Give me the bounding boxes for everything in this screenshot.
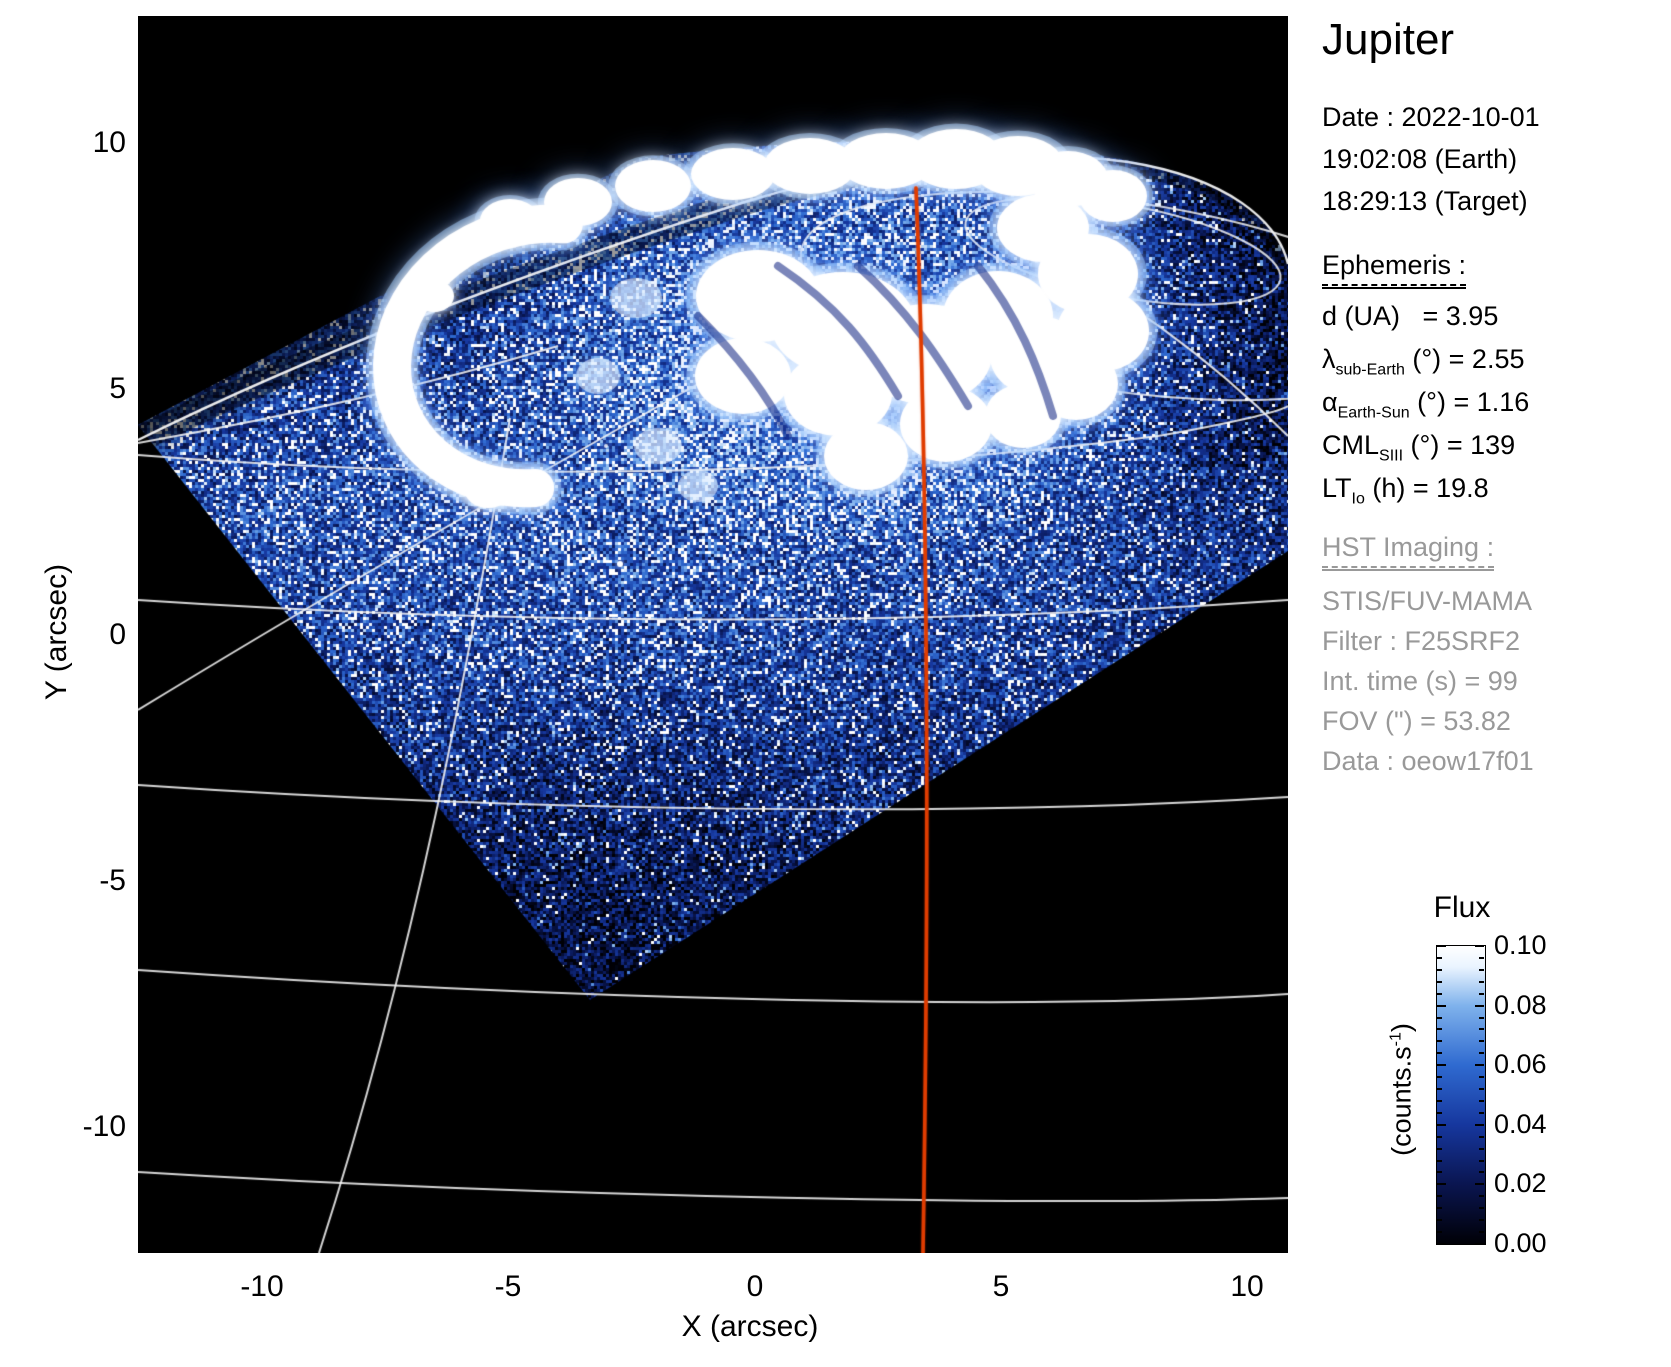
date-line: Date : 2022-10-01 — [1322, 102, 1540, 132]
image-plot-area — [138, 16, 1288, 1253]
hst-detector: STIS/FUV-MAMA — [1322, 586, 1533, 616]
ephemeris-block: Ephemeris : d (UA) = 3.95 λsub-Earth (°)… — [1322, 250, 1529, 510]
figure-title: Jupiter — [1322, 15, 1455, 64]
ephemeris-row-alpha: αEarth-Sun (°) = 1.16 — [1322, 387, 1530, 422]
ephemeris-header: Ephemeris : — [1322, 250, 1467, 289]
x-tick-5: 5 — [992, 1270, 1010, 1303]
x-tick-10: 10 — [1230, 1270, 1264, 1303]
jupiter-fuv-image — [138, 16, 1288, 1253]
ephemeris-row-distance: d (UA) = 3.95 — [1322, 301, 1499, 331]
hst-imaging-header: HST Imaging : — [1322, 532, 1495, 571]
hst-filter: Filter : F25SRF2 — [1322, 626, 1521, 656]
hst-fov: FOV (") = 53.82 — [1322, 706, 1511, 736]
x-tick-m5: -5 — [494, 1270, 522, 1303]
flux-colorbar — [1436, 945, 1486, 1245]
colorbar-tick-004: 0.04 — [1494, 1109, 1547, 1139]
colorbar-tick-002: 0.02 — [1494, 1168, 1547, 1198]
y-tick-m5: -5 — [99, 864, 126, 897]
y-tick-10: 10 — [92, 126, 126, 159]
y-tick-m10: -10 — [82, 1110, 126, 1143]
colorbar-tick-000: 0.00 — [1494, 1228, 1547, 1258]
x-tick-m10: -10 — [240, 1270, 284, 1303]
hst-imaging-block: HST Imaging : STIS/FUV-MAMA Filter : F25… — [1322, 532, 1534, 781]
colorbar-title: Flux — [1433, 891, 1491, 924]
colorbar-unit-label: (counts.s-1) — [1386, 1023, 1417, 1156]
ephemeris-row-lambda: λsub-Earth (°) = 2.55 — [1322, 344, 1525, 379]
colorbar-tick-006: 0.06 — [1494, 1049, 1547, 1079]
x-tick-0: 0 — [746, 1270, 764, 1303]
x-axis-label: X (arcsec) — [681, 1310, 819, 1343]
hst-int-time: Int. time (s) = 99 — [1322, 666, 1518, 696]
y-tick-5: 5 — [109, 372, 126, 405]
ephemeris-row-cml: CMLSIII (°) = 139 — [1322, 430, 1516, 465]
ephemeris-row-lt-io: LTIo (h) = 19.8 — [1322, 473, 1489, 508]
observation-datetime: Date : 2022-10-01 19:02:08 (Earth) 18:29… — [1322, 96, 1540, 222]
colorbar-tick-008: 0.08 — [1494, 990, 1547, 1020]
earth-time-line: 19:02:08 (Earth) — [1322, 144, 1518, 174]
hst-dataset: Data : oeow17f01 — [1322, 746, 1534, 776]
y-tick-0: 0 — [109, 618, 126, 651]
target-time-line: 18:29:13 (Target) — [1322, 186, 1528, 216]
colorbar-tick-010: 0.10 — [1494, 930, 1547, 960]
y-axis-label: Y (arcsec) — [40, 563, 73, 701]
